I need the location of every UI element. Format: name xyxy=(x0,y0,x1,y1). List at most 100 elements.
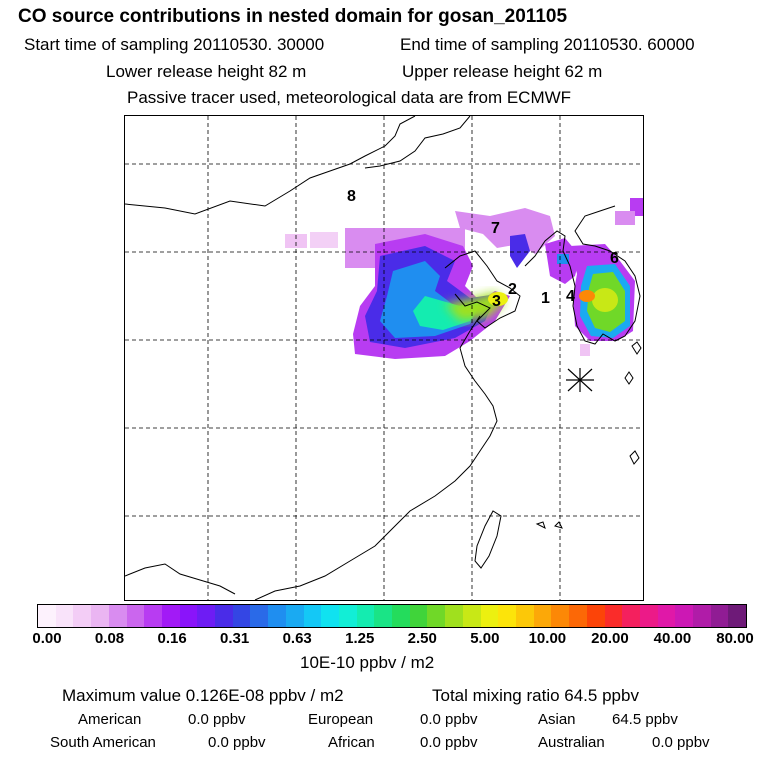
plume-cell xyxy=(455,208,555,254)
region-label-7: 7 xyxy=(491,220,500,237)
figure-title: CO source contributions in nested domain… xyxy=(18,6,568,27)
concentration-plume xyxy=(285,198,643,359)
island xyxy=(535,521,546,529)
colorbar-swatch xyxy=(38,605,56,627)
total-mixing-ratio: Total mixing ratio 64.5 ppbv xyxy=(432,686,639,705)
region-name-european: European xyxy=(308,711,374,728)
colorbar-swatch xyxy=(693,605,711,627)
start-time: Start time of sampling 20110530. 30000 xyxy=(24,35,325,54)
colorbar-swatch xyxy=(515,605,534,627)
colorbar-tick-label: 0.31 xyxy=(220,630,250,647)
colorbar xyxy=(37,604,747,628)
colorbar-swatch xyxy=(533,605,552,627)
colorbar-swatch xyxy=(91,605,109,627)
colorbar-swatch xyxy=(321,605,339,627)
region-name-australian: Australian xyxy=(538,734,605,751)
plume-cell xyxy=(413,296,480,330)
colorbar-swatch xyxy=(409,605,428,627)
border-line xyxy=(364,116,471,169)
colorbar-swatch xyxy=(462,605,481,627)
region-label-6: 6 xyxy=(610,250,619,267)
coastlines xyxy=(125,116,642,600)
coastline xyxy=(524,205,641,345)
colorbar-swatch xyxy=(232,605,251,627)
region-value-south-american: 0.0 ppbv xyxy=(208,734,266,751)
colorbar-swatch xyxy=(586,605,605,627)
colorbar-swatch xyxy=(338,605,357,627)
colorbar-swatch xyxy=(161,605,180,627)
upper-release-height: Upper release height 62 m xyxy=(402,62,603,81)
maximum-value: Maximum value 0.126E-08 ppbv / m2 xyxy=(62,686,344,705)
region-label-1: 1 xyxy=(541,290,550,307)
colorbar-swatch xyxy=(197,605,216,627)
island xyxy=(624,371,634,385)
colorbar-tick-label: 10.00 xyxy=(528,630,567,647)
colorbar-tick-label: 0.00 xyxy=(32,630,62,647)
colorbar-swatch xyxy=(569,605,587,627)
colorbar-swatch xyxy=(622,605,640,627)
colorbar-swatch xyxy=(108,605,127,627)
border-line xyxy=(125,563,236,595)
border-line xyxy=(125,116,416,215)
region-label-4: 4 xyxy=(566,288,575,305)
colorbar-swatch xyxy=(356,605,375,627)
map-panel: 1 2 3 4 6 7 8 xyxy=(124,115,644,601)
colorbar-tick-label: 2.50 xyxy=(407,630,437,647)
plume-cell xyxy=(592,288,618,312)
colorbar-tick-label: 20.00 xyxy=(591,630,629,647)
colorbar-swatch xyxy=(285,605,304,627)
colorbar-swatch xyxy=(657,605,676,627)
region-name-american: American xyxy=(78,711,142,728)
coastline xyxy=(444,250,521,329)
colorbar-tick-label: 5.00 xyxy=(470,630,500,647)
colorbar-unit: 10E-10 ppbv / m2 xyxy=(300,653,435,672)
region-name-african: African xyxy=(328,734,375,751)
region-label-2: 2 xyxy=(508,281,517,298)
colorbar-swatch xyxy=(55,605,74,627)
region-label-3: 3 xyxy=(492,293,501,310)
colorbar-tick-label: 0.16 xyxy=(157,630,187,647)
colorbar-tick-label: 0.63 xyxy=(282,630,312,647)
tracer-note: Passive tracer used, meteorological data… xyxy=(127,88,572,107)
island xyxy=(554,521,563,529)
region-value-asian: 64.5 ppbv xyxy=(612,711,678,728)
colorbar-swatch xyxy=(710,605,729,627)
colorbar-tick-label: 1.25 xyxy=(345,630,375,647)
lower-release-height: Lower release height 82 m xyxy=(106,62,307,81)
colorbar-swatch xyxy=(480,605,499,627)
colorbar-swatch xyxy=(639,605,658,627)
island-taiwan xyxy=(474,510,502,569)
map-canvas: 1 2 3 4 6 7 8 xyxy=(125,116,643,600)
island xyxy=(629,450,640,465)
colorbar-swatch xyxy=(215,605,233,627)
region-value-australian: 0.0 ppbv xyxy=(652,734,710,751)
colorbar-swatch xyxy=(374,605,393,627)
colorbar-swatch xyxy=(303,605,322,627)
colorbar-swatch xyxy=(126,605,145,627)
region-name-asian: Asian xyxy=(538,711,576,728)
plume-cell xyxy=(488,292,508,306)
colorbar-swatch xyxy=(445,605,463,627)
colorbar-tick-label: 80.00 xyxy=(716,630,754,647)
graticule xyxy=(125,116,643,600)
region-value-african: 0.0 ppbv xyxy=(420,734,478,751)
colorbar-swatch xyxy=(392,605,410,627)
region-label-8: 8 xyxy=(347,188,356,205)
colorbar-swatch xyxy=(427,605,446,627)
colorbar-swatch xyxy=(73,605,92,627)
region-value-european: 0.0 ppbv xyxy=(420,711,478,728)
colorbar-swatch xyxy=(498,605,516,627)
region-value-american: 0.0 ppbv xyxy=(188,711,246,728)
end-time: End time of sampling 20110530. 60000 xyxy=(400,35,695,54)
colorbar-swatch xyxy=(728,605,747,627)
colorbar-swatch xyxy=(675,605,694,627)
coastline xyxy=(254,315,498,600)
colorbar-swatch xyxy=(268,605,286,627)
colorbar-swatch xyxy=(604,605,623,627)
island xyxy=(631,341,642,355)
plume-cell xyxy=(557,254,569,264)
colorbar-tick-label: 0.08 xyxy=(94,630,125,647)
plume-cell xyxy=(580,344,590,356)
colorbar-swatch xyxy=(179,605,198,627)
colorbar-tick-label: 40.00 xyxy=(653,630,692,647)
